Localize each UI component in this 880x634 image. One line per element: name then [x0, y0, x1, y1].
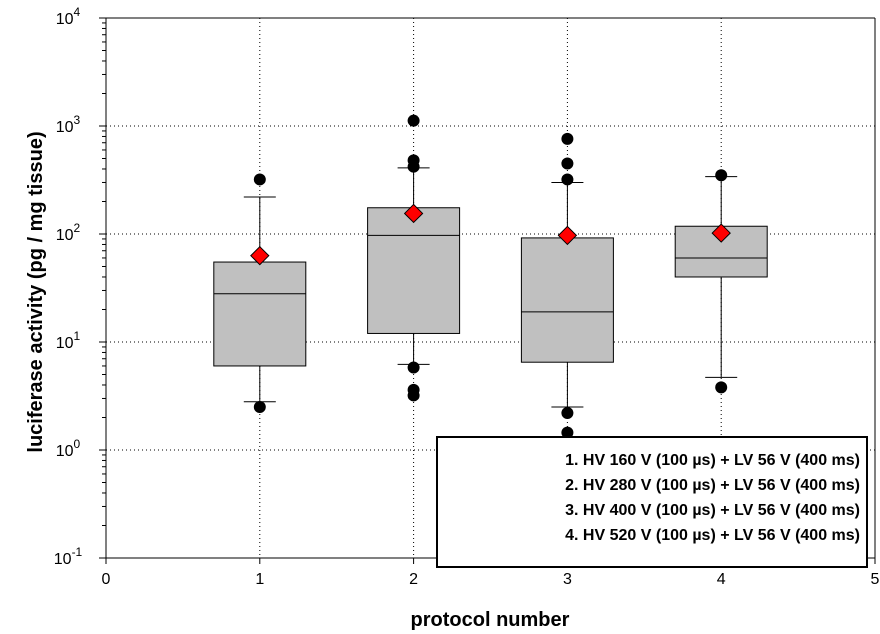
ticks: 0 1 2 3 4 5 10-1 100 101 102 103 104 [54, 5, 880, 588]
outlier-point [715, 169, 728, 182]
outlier-point [561, 132, 574, 145]
x-tick-label: 2 [409, 571, 418, 588]
x-tick-label: 5 [871, 571, 880, 588]
y-tick-label: 103 [56, 113, 81, 136]
x-tick-label: 3 [563, 571, 572, 588]
legend-entry-1: 1. HV 160 V (100 µs) + LV 56 V (400 ms) [565, 452, 860, 469]
iqr-box [213, 261, 307, 367]
outlier-point [407, 383, 420, 396]
x-axis-title: protocol number [411, 609, 570, 631]
outlier-point [561, 407, 574, 420]
boxes [213, 167, 768, 408]
box-protocol-3 [520, 181, 614, 408]
mean-marker [250, 245, 270, 266]
legend-entry-4: 4. HV 520 V (100 µs) + LV 56 V (400 ms) [565, 527, 860, 544]
box-protocol-2 [367, 167, 461, 365]
outlier-point [253, 401, 266, 414]
y-tick-label: 100 [56, 437, 81, 460]
y-tick-label: 101 [56, 329, 81, 352]
outlier-point [561, 426, 574, 439]
x-tick-label: 1 [255, 571, 264, 588]
legend-entry-2: 2. HV 280 V (100 µs) + LV 56 V (400 ms) [565, 477, 860, 494]
outlier-point [407, 114, 420, 127]
mean-marker [403, 203, 424, 224]
legend: 1. HV 160 V (100 µs) + LV 56 V (400 ms) … [436, 436, 868, 568]
outlier-point [715, 381, 728, 394]
x-tick-label: 0 [102, 571, 111, 588]
outlier-point [561, 173, 574, 186]
y-tick-label: 104 [56, 5, 81, 28]
y-axis-title: luciferase activity (pg / mg tissue) [25, 131, 47, 452]
legend-frame [436, 436, 868, 568]
mean-marker [711, 223, 731, 243]
iqr-box [520, 237, 614, 363]
mean-marker [557, 225, 578, 246]
box-protocol-1 [213, 196, 307, 403]
box-protocol-4 [674, 176, 768, 378]
legend-entry-3: 3. HV 400 V (100 µs) + LV 56 V (400 ms) [565, 502, 860, 519]
x-tick-label: 4 [717, 571, 726, 588]
outlier-point [407, 361, 420, 374]
y-tick-label: 102 [56, 221, 81, 244]
points [250, 114, 731, 439]
outlier-point [407, 154, 420, 167]
y-tick-label: 10-1 [54, 545, 83, 568]
outlier-point [253, 173, 266, 186]
outlier-point [561, 157, 574, 170]
iqr-box [367, 207, 461, 334]
